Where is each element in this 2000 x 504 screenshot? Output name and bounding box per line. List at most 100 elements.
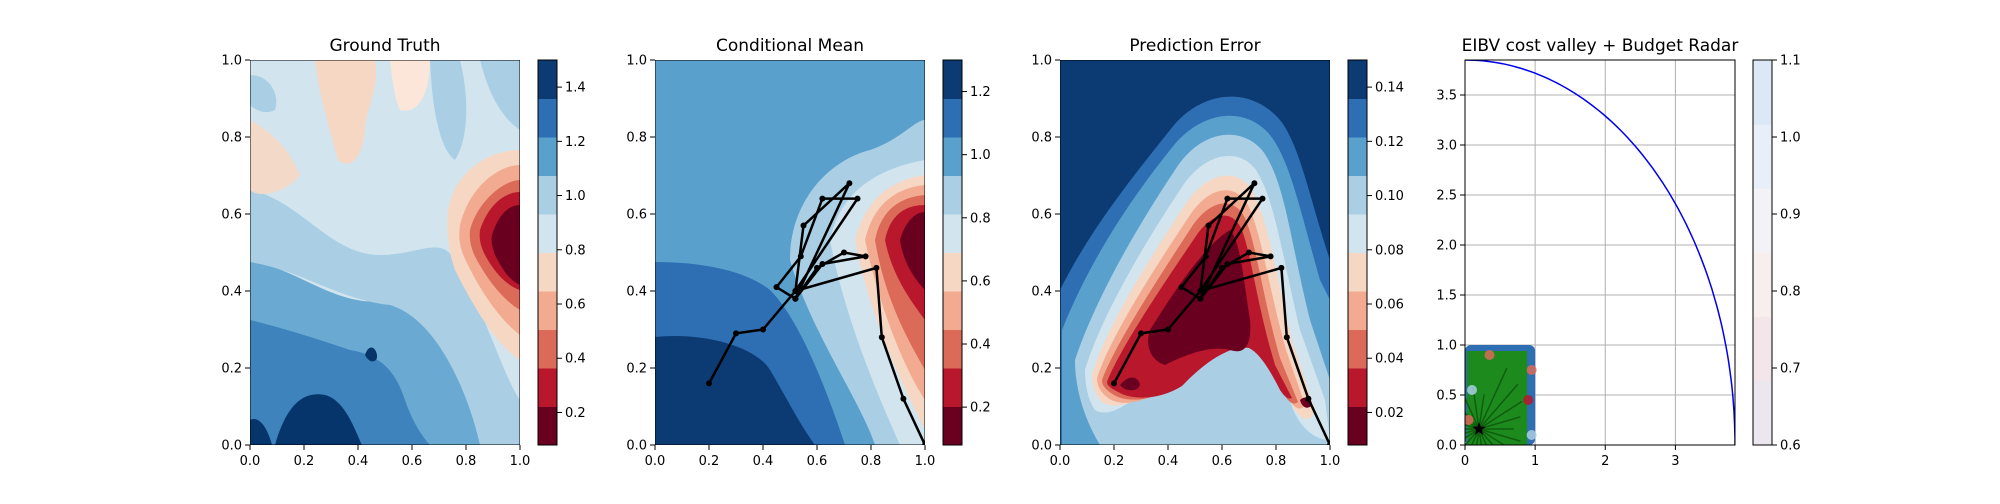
- cost-valley-branch: [1478, 428, 1483, 445]
- waypoint-marker: [1224, 261, 1231, 268]
- cost-valley-branch: [1478, 428, 1494, 445]
- cost-blob: [1484, 350, 1495, 360]
- y-tick-label: 0.2: [626, 362, 647, 377]
- colorbar-band: [538, 175, 557, 215]
- y-tick-label: 0.6: [1031, 208, 1052, 223]
- colorbar-band: [1753, 188, 1772, 253]
- colorbar-band: [943, 406, 962, 446]
- y-tick-label: 0.5: [1436, 389, 1457, 404]
- y-tick-label: 0.0: [1436, 439, 1457, 454]
- waypoint-marker: [1165, 326, 1171, 333]
- waypoint-marker: [1111, 380, 1117, 387]
- colorbar-band: [1753, 252, 1772, 318]
- colorbar-band: [1753, 124, 1772, 189]
- colorbar-band: [943, 98, 962, 138]
- colorbar-tick-label: 1.0: [970, 148, 991, 163]
- x-tick-label: 2: [1601, 454, 1609, 469]
- x-tick-label: 1.0: [1320, 454, 1341, 469]
- y-tick-label: 3.0: [1436, 139, 1457, 154]
- colorbar-band: [1348, 406, 1367, 446]
- panel-title: Conditional Mean: [716, 36, 864, 56]
- y-tick-label: 2.5: [1436, 189, 1457, 204]
- colorbar-band: [1348, 60, 1367, 99]
- waypoint-marker: [792, 288, 799, 294]
- waypoint-marker: [800, 222, 807, 229]
- y-tick-label: 0.8: [626, 131, 647, 146]
- y-tick-label: 0.4: [626, 285, 647, 300]
- waypoint-marker: [862, 253, 869, 260]
- colorbar-tick-label: 0.4: [565, 352, 586, 367]
- colorbar-band: [538, 252, 557, 292]
- colorbar-tick-label: 0.06: [1375, 298, 1404, 313]
- y-tick-label: 3.5: [1436, 89, 1457, 104]
- y-tick-label: 1.0: [221, 54, 242, 69]
- y-tick-label: 0.4: [1031, 285, 1052, 300]
- x-tick-label: 1.0: [510, 454, 531, 469]
- panel-eibv-cost-valley: EIBV cost valley + Budget Radar 0 1 2 30.00…: [1436, 36, 1801, 469]
- y-tick-label: 0.8: [1031, 131, 1052, 146]
- x-tick-label: 0: [1461, 454, 1469, 469]
- colorbar-tick-label: 0.14: [1375, 81, 1404, 96]
- colorbar-eibv: 0.6 0.7 0.8 0.9 1.0 1.1: [1752, 54, 1801, 454]
- colorbar-tick-label: 0.8: [565, 243, 586, 258]
- colorbar-tick-label: 1.0: [565, 189, 586, 204]
- cost-blob: [1465, 415, 1474, 425]
- waypoint-marker: [1202, 253, 1209, 260]
- colorbar-band: [943, 252, 962, 292]
- axes-prediction-error: 0.0 0.2 0.4 0.6 0.8 1.0 0.0 0.2 0.4 0.6 0.8 1.0: [1031, 54, 1340, 470]
- waypoint-marker: [1327, 442, 1330, 445]
- colorbar-band: [1753, 380, 1772, 446]
- axes-conditional-mean: 0.0 0.2 0.4 0.6 0.8 1.0 0.0 0.2 0.4 0.6 0.8 1.0: [626, 54, 935, 470]
- waypoint-marker: [846, 180, 853, 187]
- survey-waypoints: [1111, 180, 1330, 445]
- colorbar-conditional-mean: 0.2 0.4 0.6 0.8 1.0 1.2: [942, 59, 991, 446]
- y-tick-label: 0.4: [221, 285, 242, 300]
- waypoint-marker: [1305, 395, 1312, 402]
- y-tick-label: 0.2: [221, 362, 242, 377]
- colorbar-band: [943, 137, 962, 176]
- colorbar-tick-label: 0.8: [970, 211, 991, 226]
- y-tick-label: 1.0: [1031, 54, 1052, 69]
- waypoint-marker: [1224, 195, 1231, 202]
- x-tick-label: 0.2: [699, 454, 720, 469]
- x-tick-label: 1.0: [915, 454, 936, 469]
- panel-prediction-error: Prediction Error 0.0 0.2 0.4 0.6 0.8 1.00.00.…: [1031, 36, 1404, 469]
- colorbar-tick-label: 0.08: [1375, 243, 1404, 258]
- y-tick-label: 1.0: [626, 54, 647, 69]
- waypoint-marker: [773, 284, 780, 291]
- axes-ground-truth: 0.0 0.2 0.4 0.6 0.8 1.0 0.0 0.2 0.4 0.6 0.8 1.0: [221, 54, 530, 470]
- colorbar-band: [1348, 291, 1367, 330]
- x-tick-label: 0.8: [861, 454, 882, 469]
- cost-valley-branch: [1478, 428, 1521, 442]
- waypoint-marker: [814, 264, 820, 271]
- y-tick-label: 2.0: [1436, 239, 1457, 254]
- panel-conditional-mean: Conditional Mean 0.0 0.2 0.4 0.6 0.8 1.00.00.…: [626, 36, 990, 469]
- colorbar-ground-truth: 0.2 0.4 0.6 0.8 1.0 1.2 1.4: [537, 59, 586, 446]
- waypoint-marker: [1197, 295, 1204, 302]
- colorbar-band: [1753, 316, 1772, 382]
- colorbar-tick-label: 0.8: [1780, 285, 1801, 300]
- y-tick-label: 0.0: [1031, 439, 1052, 454]
- colorbar-tick-label: 0.6: [1780, 439, 1801, 454]
- x-tick-label: 0.6: [1212, 454, 1233, 469]
- waypoint-marker: [1283, 334, 1290, 341]
- x-tick-label: 0.6: [402, 454, 423, 469]
- x-tick-label: 0.2: [1104, 454, 1125, 469]
- colorbar-band: [943, 175, 962, 215]
- colorbar-tick-label: 0.04: [1375, 352, 1404, 367]
- x-tick-label: 0.8: [456, 454, 477, 469]
- cost-valley-branch: [1465, 411, 1480, 430]
- waypoint-marker: [1138, 330, 1144, 337]
- origin-star-marker: [1472, 422, 1486, 435]
- panel-ground-truth: Ground Truth: [221, 36, 585, 469]
- y-tick-label: 1.5: [1436, 289, 1457, 304]
- colorbar-tick-label: 0.2: [565, 406, 586, 421]
- colorbar-tick-label: 1.4: [565, 81, 586, 96]
- waypoint-marker: [1178, 284, 1185, 291]
- colorbar-band: [1753, 60, 1772, 125]
- x-tick-label: 0.4: [753, 454, 774, 469]
- colorbar-band: [943, 60, 962, 99]
- cost-valley-branch: [1465, 396, 1480, 430]
